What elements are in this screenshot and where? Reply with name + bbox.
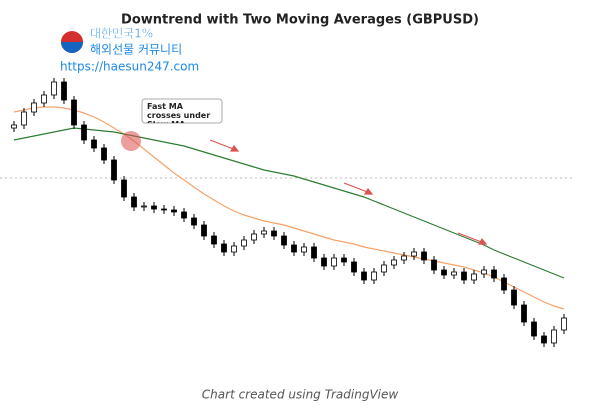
candle-body	[561, 317, 567, 331]
candle-body	[31, 102, 37, 113]
candle-body	[81, 124, 87, 141]
candle-body	[261, 230, 267, 235]
candle-body	[381, 264, 387, 273]
candle-body	[201, 224, 207, 237]
candle-body	[61, 81, 67, 101]
candle-body	[331, 257, 337, 267]
candle-body	[161, 208, 167, 211]
crossover-highlight	[121, 131, 141, 151]
candle-body	[251, 233, 257, 241]
candle-body	[521, 304, 527, 323]
annotation: Fast MA crosses under Slow MA	[147, 102, 211, 123]
watermark-logo-half	[61, 42, 83, 53]
candle-body	[11, 124, 17, 129]
candle-body	[411, 251, 417, 257]
candle-body	[131, 196, 137, 208]
candle-body	[491, 269, 497, 279]
candle-body	[241, 239, 247, 247]
annotation-box	[141, 98, 223, 124]
arrow	[343, 182, 371, 194]
caption: Chart created using TradingView	[202, 388, 399, 402]
moving-average	[13, 127, 565, 279]
candle-body	[441, 269, 447, 276]
watermark-url: https://haesun247.com	[60, 60, 199, 74]
candle-body	[111, 159, 117, 181]
candle-body	[471, 273, 477, 281]
candle-body	[231, 245, 237, 253]
candle-body	[191, 217, 197, 226]
candle-body	[311, 246, 317, 259]
candle-body	[271, 230, 277, 237]
candle-body	[41, 94, 47, 104]
candle-body	[531, 321, 537, 337]
watermark-text: 해외선물 커뮤니티	[90, 43, 182, 57]
moving-average	[13, 106, 565, 310]
candle-body	[51, 81, 57, 96]
watermark-text: 대한민국1%	[90, 27, 153, 41]
candle-body	[21, 111, 27, 126]
candle-body	[451, 271, 457, 276]
candle-body	[151, 205, 157, 210]
candle-body	[101, 147, 107, 161]
candle-body	[281, 235, 287, 246]
candle-body	[71, 99, 77, 126]
candle-body	[421, 251, 427, 261]
candle-body	[221, 243, 227, 253]
chart-title: Downtrend with Two Moving Averages (GBPU…	[121, 13, 479, 28]
candle-body	[181, 211, 187, 219]
candle-body	[171, 209, 177, 213]
plot-area	[0, 78, 572, 347]
arrow	[209, 139, 237, 151]
candle-body	[371, 271, 377, 281]
candle-body	[301, 246, 307, 253]
candle-body	[461, 271, 467, 281]
candle-body	[551, 329, 557, 344]
candle-body	[121, 179, 127, 198]
annotation-wrap: Fast MA crosses under Slow MA	[147, 102, 211, 123]
candle-body	[541, 335, 547, 344]
candle-body	[391, 259, 397, 266]
candle-body	[321, 257, 327, 267]
candle-body	[211, 235, 217, 245]
candle-body	[291, 244, 297, 253]
candle-body	[91, 139, 97, 149]
candle-body	[141, 205, 147, 208]
arrow-head	[477, 237, 488, 245]
arrow-head	[229, 144, 240, 152]
candle-body	[361, 271, 367, 281]
arrow-head	[363, 187, 374, 195]
trend-arrows	[209, 139, 488, 245]
candle-body	[511, 289, 517, 306]
candle-body	[501, 277, 507, 291]
candle-body	[401, 255, 407, 261]
candle-body	[341, 257, 347, 263]
candle-body	[351, 261, 357, 273]
arrow	[457, 232, 485, 244]
candle-body	[481, 269, 487, 275]
candle-body	[431, 259, 437, 271]
